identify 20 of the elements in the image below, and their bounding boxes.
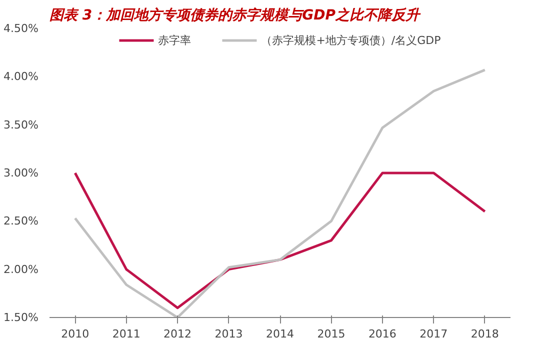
y-tick-label: 3.00% <box>4 166 39 180</box>
y-tick-label: 4.00% <box>4 70 39 84</box>
x-tick-label: 2018 <box>470 328 499 340</box>
x-tick-label: 2010 <box>61 328 90 340</box>
y-tick-label: 4.50% <box>4 22 39 35</box>
y-tick-label: 2.00% <box>4 262 39 276</box>
x-tick-label: 2011 <box>112 328 140 340</box>
x-tick-label: 2012 <box>164 328 192 340</box>
line-series <box>74 68 486 318</box>
x-tick-label: 2014 <box>266 328 294 340</box>
x-tick-label: 2016 <box>368 328 396 340</box>
legend-label: 赤字率 <box>158 32 192 48</box>
x-tick-label: 2015 <box>317 328 346 340</box>
y-tick-label: 2.50% <box>4 214 39 228</box>
x-tick-label: 2013 <box>214 328 243 340</box>
y-tick-label: 1.50% <box>4 311 39 324</box>
y-tick-label: 3.50% <box>4 118 39 132</box>
legend-label: （赤字规模+地方专项债）/名义GDP <box>261 32 441 48</box>
x-tick-label: 2017 <box>420 328 448 340</box>
chart-title: 图表 3：加回地方专项债券的赤字规模与GDP之比不降反升 <box>50 6 422 24</box>
